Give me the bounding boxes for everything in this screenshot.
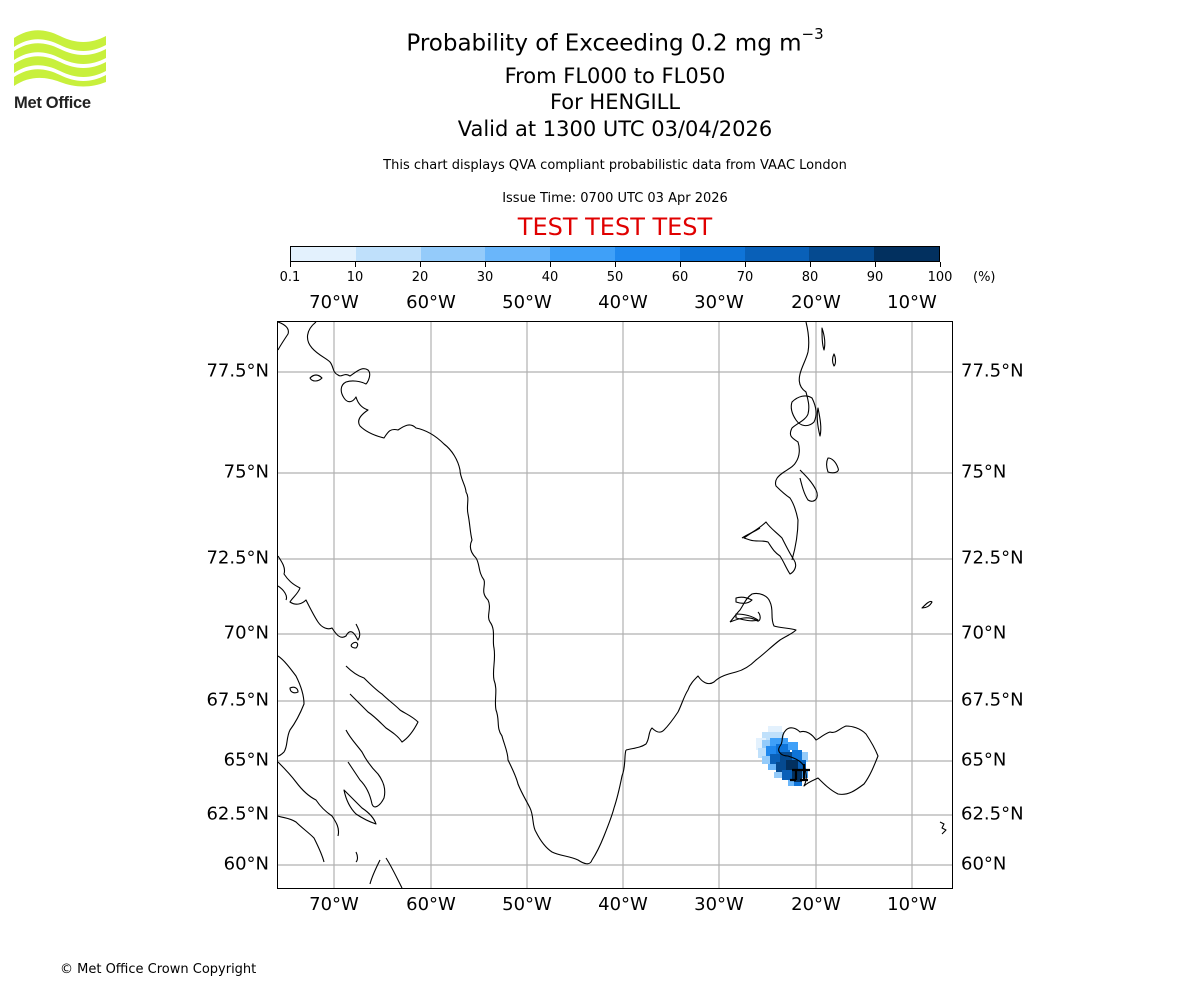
colorbar-tick xyxy=(550,262,551,267)
longitude-label-top: 70°W xyxy=(309,292,359,313)
colorbar-segment xyxy=(291,247,356,261)
colorbar-segment xyxy=(874,247,939,261)
longitude-label-top: 60°W xyxy=(406,292,456,313)
colorbar-tick xyxy=(875,262,876,267)
colorbar-tick xyxy=(810,262,811,267)
coastlines xyxy=(278,322,947,888)
map-panel[interactable] xyxy=(277,321,953,889)
colorbar-tick-label: 40 xyxy=(541,270,559,285)
latitude-label-right: 72.5°N xyxy=(961,547,1024,569)
colorbar-segment xyxy=(744,247,810,261)
colorbar-segment xyxy=(550,247,615,261)
latitude-label-right: 60°N xyxy=(961,853,1007,875)
latitude-label-left: 70°N xyxy=(223,622,269,644)
latitude-label-right: 65°N xyxy=(961,749,1007,771)
colorbar-segment xyxy=(420,247,486,261)
volcano-name: For HENGILL xyxy=(549,90,681,114)
graticule xyxy=(278,322,952,888)
colorbar-segment xyxy=(614,247,680,261)
colorbar-tick xyxy=(940,262,941,267)
colorbar-tick xyxy=(485,262,486,267)
ash-probability-plume xyxy=(756,726,808,786)
latitude-label-left: 67.5°N xyxy=(206,689,269,711)
longitude-label-bottom: 60°W xyxy=(406,894,456,915)
colorbar-segment xyxy=(355,247,421,261)
longitude-label-top: 50°W xyxy=(502,292,552,313)
longitude-label-bottom: 20°W xyxy=(791,894,841,915)
colorbar-tick-label: 0.1 xyxy=(279,270,301,285)
longitude-label-bottom: 40°W xyxy=(598,894,648,915)
logo-text: Met Office xyxy=(14,94,91,112)
colorbar-tick xyxy=(680,262,681,267)
colorbar-unit: (%) xyxy=(973,270,996,285)
valid-time: Valid at 1300 UTC 03/04/2026 xyxy=(457,117,773,141)
latitude-label-left: 75°N xyxy=(223,461,269,483)
colorbar-tick-label: 10 xyxy=(346,270,364,285)
colorbar-tick xyxy=(420,262,421,267)
colorbar-tick xyxy=(290,262,291,267)
colorbar-segment xyxy=(809,247,875,261)
latitude-label-right: 62.5°N xyxy=(961,803,1024,825)
copyright-notice: © Met Office Crown Copyright xyxy=(60,962,257,977)
latitude-label-right: 67.5°N xyxy=(961,689,1024,711)
colorbar-tick-label: 70 xyxy=(736,270,754,285)
colorbar xyxy=(290,246,940,262)
met-office-waves-icon xyxy=(14,30,106,87)
longitude-label-bottom: 70°W xyxy=(309,894,359,915)
test-banner: TEST TEST TEST xyxy=(517,213,713,241)
colorbar-tick xyxy=(745,262,746,267)
latitude-label-right: 77.5°N xyxy=(961,360,1024,382)
latitude-label-right: 70°N xyxy=(961,622,1007,644)
chart-description: This chart displays QVA compliant probab… xyxy=(383,158,847,173)
colorbar-tick-label: 80 xyxy=(801,270,819,285)
longitude-label-top: 10°W xyxy=(887,292,937,313)
colorbar-segment xyxy=(679,247,745,261)
latitude-label-left: 62.5°N xyxy=(206,803,269,825)
issue-time: Issue Time: 0700 UTC 03 Apr 2026 xyxy=(502,191,728,206)
longitude-label-top: 20°W xyxy=(791,292,841,313)
colorbar-tick-label: 30 xyxy=(476,270,494,285)
level-range: From FL000 to FL050 xyxy=(504,64,726,88)
longitude-label-top: 30°W xyxy=(694,292,744,313)
longitude-label-top: 40°W xyxy=(598,292,648,313)
longitude-label-bottom: 10°W xyxy=(887,894,937,915)
colorbar-tick-label: 20 xyxy=(411,270,429,285)
latitude-label-left: 60°N xyxy=(223,853,269,875)
colorbar-tick-label: 90 xyxy=(866,270,884,285)
met-office-logo: Met Office xyxy=(14,30,106,113)
colorbar-tick-label: 50 xyxy=(606,270,624,285)
latitude-label-right: 75°N xyxy=(961,461,1007,483)
map-canvas xyxy=(278,322,952,888)
latitude-label-left: 77.5°N xyxy=(206,360,269,382)
longitude-label-bottom: 50°W xyxy=(502,894,552,915)
longitude-label-bottom: 30°W xyxy=(694,894,744,915)
colorbar-segment xyxy=(485,247,551,261)
chart-title: Probability of Exceeding 0.2 mg m−3 xyxy=(406,25,824,57)
colorbar-tick xyxy=(355,262,356,267)
colorbar-tick-label: 60 xyxy=(671,270,689,285)
latitude-label-left: 72.5°N xyxy=(206,547,269,569)
colorbar-tick xyxy=(615,262,616,267)
latitude-label-left: 65°N xyxy=(223,749,269,771)
colorbar-tick-label: 100 xyxy=(927,270,953,285)
